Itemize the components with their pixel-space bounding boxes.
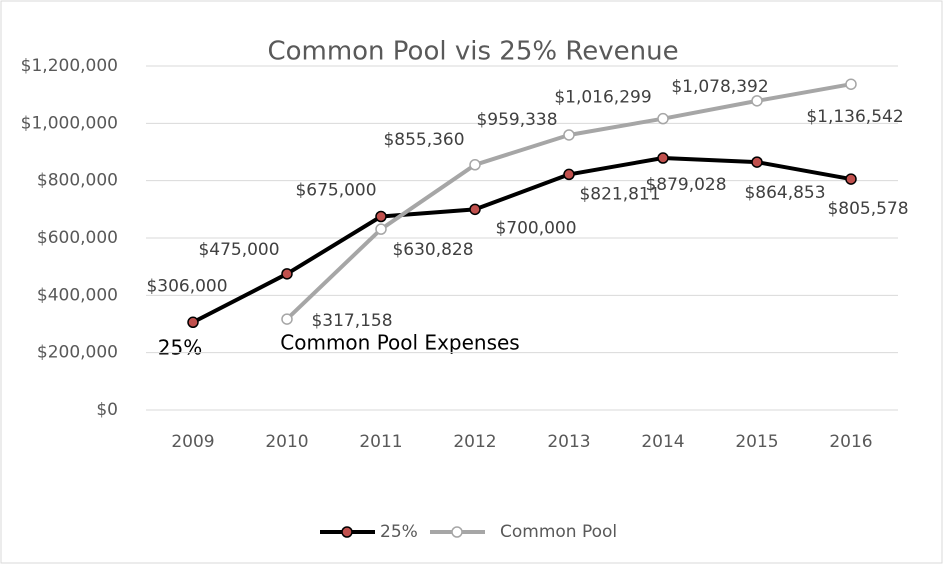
data-label: $805,578 bbox=[827, 199, 908, 219]
legend-marker bbox=[341, 526, 353, 538]
x-tick-label: 2014 bbox=[641, 432, 684, 452]
marker bbox=[563, 168, 575, 181]
y-tick-label: $1,200,000 bbox=[21, 56, 118, 76]
chart-title: Common Pool vis 25% Revenue bbox=[267, 37, 678, 67]
x-tick-label: 2015 bbox=[735, 432, 778, 452]
data-label: $1,016,299 bbox=[554, 88, 651, 108]
marker bbox=[375, 223, 387, 235]
marker bbox=[751, 156, 763, 168]
data-label: $1,136,542 bbox=[806, 107, 903, 127]
marker bbox=[469, 159, 481, 171]
marker bbox=[281, 313, 293, 325]
annotation: 25% bbox=[158, 336, 202, 360]
y-tick-label: $0 bbox=[96, 400, 118, 420]
data-label: $317,158 bbox=[311, 311, 392, 331]
marker bbox=[845, 78, 857, 90]
y-tick-label: $800,000 bbox=[37, 171, 118, 191]
annotation: Common Pool Expenses bbox=[280, 331, 519, 355]
series-line bbox=[192, 156, 852, 325]
data-label: $855,360 bbox=[383, 130, 464, 150]
data-label: $675,000 bbox=[295, 181, 376, 201]
marker bbox=[845, 173, 857, 185]
x-tick-label: 2016 bbox=[829, 432, 872, 452]
y-tick-label: $200,000 bbox=[37, 343, 118, 363]
marker bbox=[657, 112, 669, 125]
data-label: $306,000 bbox=[146, 276, 227, 296]
x-tick-label: 2011 bbox=[359, 432, 402, 452]
marker bbox=[375, 210, 387, 223]
legend-marker bbox=[451, 526, 463, 538]
data-label: $700,000 bbox=[495, 218, 576, 238]
marker bbox=[657, 152, 669, 164]
marker bbox=[469, 203, 481, 216]
data-label: $475,000 bbox=[198, 240, 279, 260]
x-tick-label: 2012 bbox=[453, 432, 496, 452]
data-label: $821,811 bbox=[579, 184, 660, 204]
data-label: $630,828 bbox=[392, 240, 473, 260]
x-tick-label: 2010 bbox=[265, 432, 308, 452]
data-label: $864,853 bbox=[744, 183, 825, 203]
x-tick-label: 2009 bbox=[171, 432, 214, 452]
legend-label: 25% bbox=[380, 522, 418, 542]
data-label: $879,028 bbox=[645, 175, 726, 195]
data-label: $959,338 bbox=[476, 110, 557, 130]
marker bbox=[281, 268, 293, 280]
marker bbox=[563, 129, 575, 141]
marker bbox=[187, 316, 199, 329]
y-tick-label: $1,000,000 bbox=[21, 113, 118, 133]
y-tick-label: $600,000 bbox=[37, 228, 118, 248]
y-tick-label: $400,000 bbox=[37, 285, 118, 305]
x-tick-label: 2013 bbox=[547, 432, 590, 452]
legend-label: Common Pool bbox=[500, 522, 617, 542]
data-label: $1,078,392 bbox=[671, 77, 768, 97]
marker bbox=[751, 95, 763, 107]
